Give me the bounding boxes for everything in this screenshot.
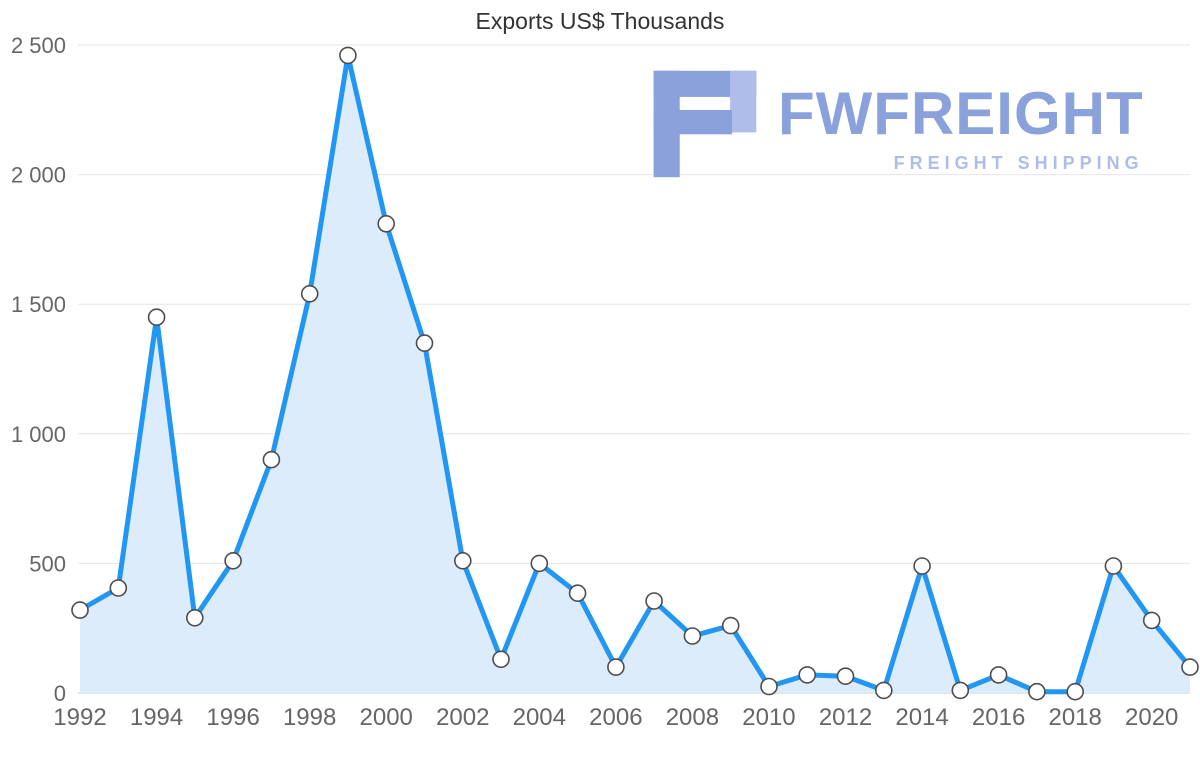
data-point-marker[interactable] [262, 450, 281, 469]
x-axis-label: 2008 [666, 704, 719, 731]
data-point-marker[interactable] [1181, 658, 1199, 676]
area-fill [80, 55, 1190, 693]
data-point-marker[interactable] [607, 658, 625, 676]
y-axis-label: 1 500 [11, 292, 66, 317]
x-axis-label: 1998 [283, 704, 336, 731]
x-axis-label: 2018 [1048, 704, 1101, 731]
data-point-marker[interactable] [186, 608, 204, 627]
data-point-marker[interactable] [453, 551, 472, 570]
data-point-marker[interactable] [300, 284, 319, 303]
data-point-marker[interactable] [568, 584, 587, 603]
data-point-marker[interactable] [951, 681, 970, 700]
x-axis-label: 2006 [589, 704, 642, 731]
data-point-marker[interactable] [224, 551, 242, 570]
y-axis-label: 2 000 [11, 163, 66, 188]
data-point-marker[interactable] [798, 666, 817, 684]
data-point-marker[interactable] [989, 666, 1008, 684]
x-axis-label: 1994 [130, 704, 183, 731]
data-point-marker[interactable] [71, 601, 89, 619]
data-point-marker[interactable] [530, 554, 549, 573]
x-axis-label: 2010 [742, 704, 795, 731]
data-point-marker[interactable] [645, 592, 663, 610]
data-point-marker[interactable] [1028, 682, 1046, 701]
data-point-marker[interactable] [913, 557, 931, 575]
data-point-marker[interactable] [874, 681, 893, 700]
data-point-marker[interactable] [1104, 557, 1123, 575]
data-point-marker[interactable] [415, 334, 434, 352]
data-point-marker[interactable] [377, 215, 396, 233]
data-point-marker[interactable] [721, 616, 740, 635]
x-axis-label: 2002 [436, 704, 489, 731]
x-axis-label: 2004 [513, 704, 566, 731]
x-axis-label: 2016 [972, 704, 1025, 731]
data-point-marker[interactable] [147, 308, 166, 327]
data-point-marker[interactable] [683, 627, 702, 645]
data-point-marker[interactable] [836, 667, 855, 686]
x-axis-label: 2012 [819, 704, 872, 731]
data-point-marker[interactable] [492, 650, 510, 669]
y-axis-label: 500 [29, 551, 66, 576]
data-point-marker[interactable] [760, 677, 778, 696]
data-point-marker[interactable] [339, 46, 357, 65]
x-axis-label: 2000 [360, 704, 413, 731]
chart-title: Exports US$ Thousands [475, 8, 725, 34]
y-axis-label: 2 500 [11, 33, 66, 58]
data-point-marker[interactable] [1066, 682, 1084, 701]
x-axis-label: 1992 [53, 704, 106, 731]
x-axis-label: 2014 [895, 704, 948, 731]
x-axis-label: 2020 [1125, 704, 1178, 731]
x-axis-label: 1996 [206, 704, 259, 731]
y-axis-label: 1 000 [11, 422, 66, 447]
data-point-marker[interactable] [1142, 611, 1161, 630]
y-axis-label: 0 [54, 681, 66, 706]
data-point-marker[interactable] [109, 579, 128, 597]
